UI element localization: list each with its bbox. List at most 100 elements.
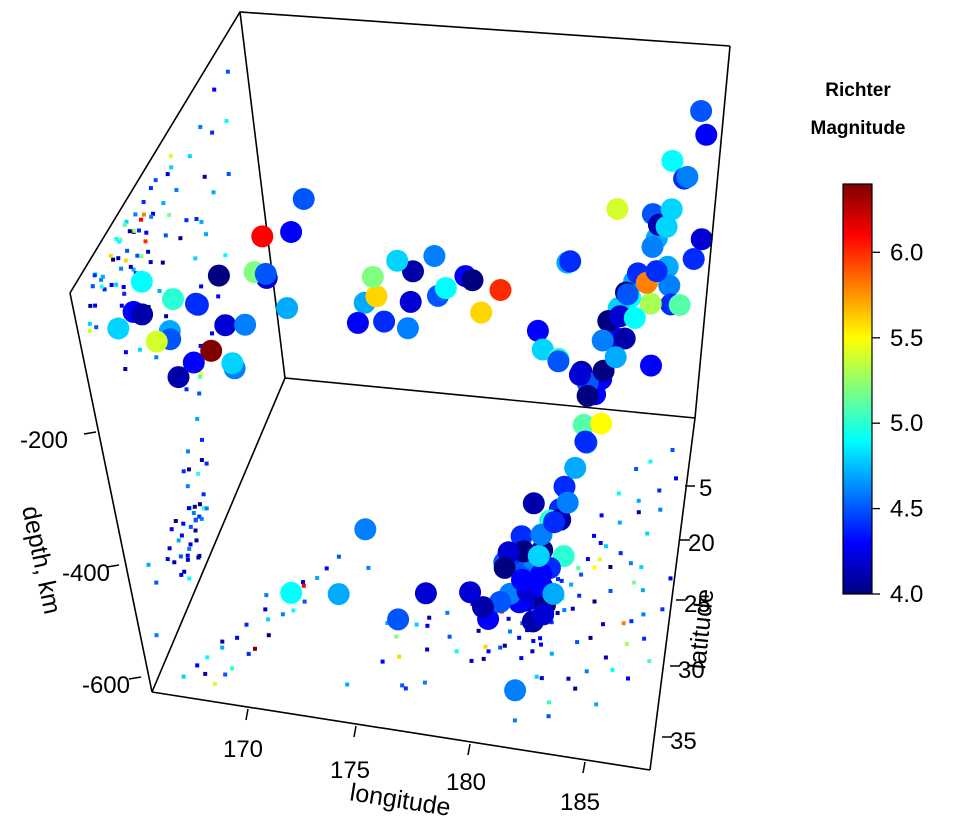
floor-projection-point — [562, 608, 567, 613]
floor-projection-point — [519, 656, 524, 661]
wall-projection-point — [117, 239, 122, 244]
floor-projection-point — [181, 674, 186, 679]
wall-projection-point — [94, 325, 99, 330]
wall-projection-point — [109, 283, 114, 287]
wall-projection-point — [165, 172, 170, 177]
floor-projection-point — [425, 647, 430, 652]
wall-projection-point — [167, 212, 172, 217]
floor-projection-point — [531, 639, 536, 643]
wall-projection-point — [197, 514, 202, 519]
floor-projection-point — [585, 557, 590, 562]
wall-projection-point — [137, 347, 142, 352]
floor-projection-point — [223, 672, 228, 677]
data-point — [493, 556, 516, 579]
longitude-axis: 170 175 180 185 longitude — [223, 708, 600, 822]
floor-projection-point — [576, 565, 581, 570]
wall-projection-point — [187, 154, 192, 159]
wall-projection-point — [127, 229, 132, 234]
floor-projection-point — [244, 622, 249, 627]
floor-projection-point — [205, 655, 210, 660]
longitude-tick-mark — [582, 761, 586, 774]
data-point — [522, 492, 545, 515]
wall-projection-point — [141, 212, 146, 217]
wall-projection-point — [210, 331, 214, 336]
wall-projection-point — [131, 267, 136, 272]
wall-projection-point — [146, 249, 151, 254]
data-point — [107, 317, 130, 340]
latitude-tick-label: 35 — [670, 728, 697, 755]
wall-projection-point — [114, 282, 119, 287]
floor-projection-point — [445, 610, 450, 615]
floor-projection-point — [592, 599, 597, 604]
data-point — [590, 412, 613, 435]
latitude-tick-label: 25 — [684, 591, 711, 618]
wall-projection-point — [193, 518, 198, 523]
floor-projection-point — [385, 621, 390, 625]
depth-tick-label: -600 — [82, 672, 130, 699]
wall-projection-point — [146, 562, 151, 567]
floor-projection-point — [608, 565, 613, 569]
wall-projection-point — [167, 546, 172, 551]
floor-projection-point — [628, 561, 633, 566]
floor-projection-point — [380, 659, 385, 664]
wall-projection-point — [179, 572, 184, 577]
wall-projection-point — [154, 633, 159, 638]
box-back-vertical-edge — [239, 11, 286, 379]
data-point — [459, 581, 482, 604]
longitude-tick-label: 185 — [560, 789, 600, 816]
floor-projection-point — [647, 659, 652, 664]
wall-projection-point — [161, 201, 166, 206]
colorbar-bar — [842, 183, 873, 595]
floor-projection-point — [538, 636, 543, 641]
longitude-tick-label: 180 — [446, 769, 486, 796]
floor-projection-point — [660, 607, 665, 612]
wall-projection-point — [202, 506, 206, 511]
wall-projection-point — [114, 237, 119, 241]
wall-projection-point — [204, 506, 209, 511]
data-point — [251, 225, 274, 248]
floor-projection-point — [598, 541, 603, 545]
data-point — [640, 354, 662, 377]
wall-projection-point — [124, 219, 129, 224]
floor-projection-point — [486, 649, 491, 654]
wall-projection-point — [102, 287, 107, 292]
wall-projection-point — [198, 374, 202, 379]
floor-projection-point — [626, 676, 630, 681]
wall-projection-point — [184, 387, 189, 392]
wall-projection-point — [186, 506, 191, 511]
wall-projection-point — [225, 69, 230, 74]
wall-projection-point — [149, 214, 154, 219]
depth-tick-label: -200 — [20, 427, 68, 454]
floor-projection-point — [280, 612, 285, 617]
wall-projection-point — [199, 458, 204, 462]
wall-projection-point — [196, 471, 201, 476]
floor-projection-point — [427, 615, 432, 620]
floor-projection-point — [588, 635, 593, 640]
wall-projection-point — [187, 576, 192, 581]
data-point — [616, 283, 639, 306]
floor-projection-point — [624, 641, 629, 646]
colorbar-tick-label: 6.0 — [890, 239, 923, 266]
wall-projection-point — [181, 469, 186, 474]
wall-projection-point — [196, 555, 201, 560]
wall-projection-point — [132, 228, 137, 233]
depth-axis: -200 -400 -600 depth, km — [16, 427, 142, 699]
wall-projection-point — [198, 371, 203, 376]
data-point — [655, 215, 678, 238]
floor-projection-point — [203, 671, 208, 676]
floor-projection-point — [264, 593, 269, 598]
wall-projection-point — [137, 228, 141, 233]
floor-projection-point — [220, 645, 225, 650]
data-point — [414, 582, 437, 605]
wall-projection-point — [90, 284, 95, 289]
wall-projection-point — [119, 266, 124, 271]
wall-projection-point — [100, 274, 105, 279]
wall-projection-point — [173, 519, 178, 523]
data-point — [130, 270, 153, 293]
data-point — [532, 603, 555, 626]
data-point — [641, 235, 664, 258]
floor-projection-point — [301, 580, 305, 585]
wall-projection-point — [165, 557, 170, 562]
data-point — [564, 456, 587, 479]
floor-projection-point — [634, 467, 639, 471]
